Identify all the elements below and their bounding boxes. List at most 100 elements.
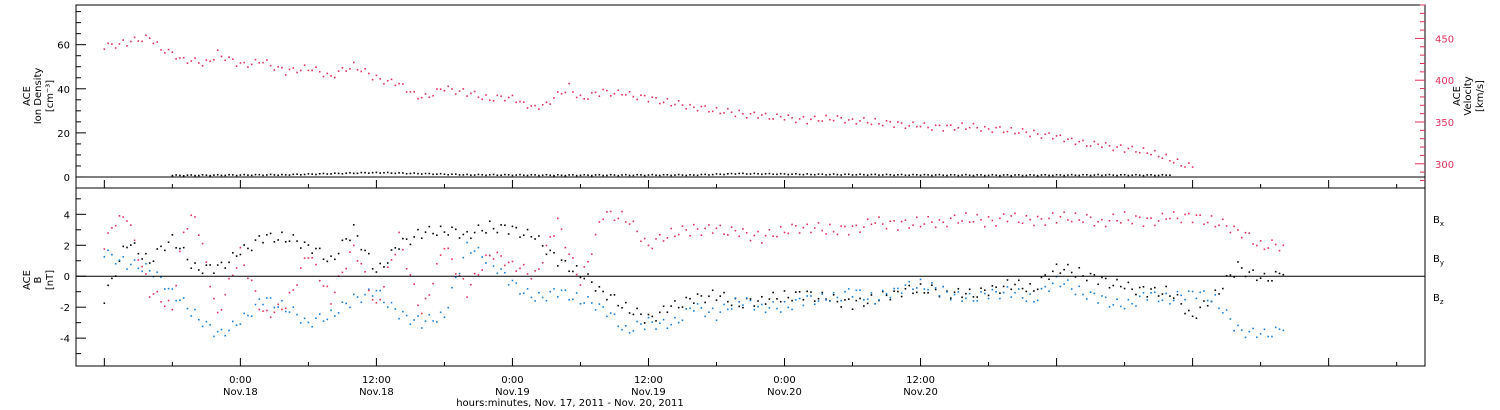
b-by-series-point xyxy=(492,265,495,267)
density-series-point xyxy=(243,173,245,176)
velocity-series-point xyxy=(632,95,635,98)
b-bx-series-point xyxy=(458,237,461,239)
density-series-point xyxy=(749,173,752,175)
b-bx-series-point xyxy=(1101,276,1103,279)
b-by-series-point xyxy=(277,306,279,308)
b-bz-series-point xyxy=(292,289,295,291)
b-by-series-point xyxy=(583,302,586,304)
b-bx-series-point xyxy=(791,299,793,302)
bottom-ytick-label: 0 xyxy=(64,272,70,283)
velocity-series-point xyxy=(182,56,185,59)
velocity-series-point xyxy=(1116,146,1118,148)
velocity-series-point xyxy=(337,70,340,72)
b-by-series-point xyxy=(1089,291,1092,293)
b-bx-series-point xyxy=(636,307,638,310)
b-bx-series-point xyxy=(674,300,676,302)
b-bz-series-point xyxy=(133,239,136,242)
velocity-series-point xyxy=(224,59,227,62)
b-bx-series-point xyxy=(281,231,283,234)
b-by-series-point xyxy=(1036,299,1039,302)
density-series-point xyxy=(1112,174,1115,176)
velocity-series-point xyxy=(590,92,593,94)
b-bz-series-point xyxy=(829,223,831,226)
b-bx-series-point xyxy=(1142,286,1145,288)
b-bz-series-point xyxy=(526,273,529,275)
b-bx-series-point xyxy=(1002,285,1005,288)
velocity-series-point xyxy=(779,115,782,118)
velocity-series-point xyxy=(613,92,616,95)
b-bz-series-point xyxy=(341,271,344,274)
b-bx-series-point xyxy=(1274,270,1277,273)
b-bz-series-point xyxy=(1021,222,1024,225)
density-series-point xyxy=(757,172,759,175)
velocity-series-point xyxy=(303,64,306,66)
b-bz-series-point xyxy=(163,305,166,308)
b-bz-series-point xyxy=(572,257,574,259)
b-bz-series-point xyxy=(1017,221,1020,224)
velocity-series-point xyxy=(129,40,132,43)
velocity-series-point xyxy=(390,78,393,81)
b-by-series-point xyxy=(179,299,181,301)
b-by-series-point xyxy=(205,320,208,323)
b-bx-series-point xyxy=(609,294,612,296)
velocity-series-point xyxy=(409,91,412,93)
b-bx-series-point xyxy=(1199,306,1201,309)
density-series-point xyxy=(443,173,446,176)
b-bz-series-point xyxy=(662,240,665,242)
b-by-series-point xyxy=(1165,292,1167,295)
b-bz-series-point xyxy=(1135,215,1137,217)
b-bx-series-point xyxy=(1127,281,1130,284)
b-bz-series-point xyxy=(976,213,979,216)
density-series-point xyxy=(761,173,763,176)
velocity-series-point xyxy=(133,36,136,39)
b-by-series-point xyxy=(1014,291,1016,294)
b-bx-series-point xyxy=(1029,283,1031,285)
velocity-series-point xyxy=(186,62,189,64)
velocity-series-point xyxy=(855,123,858,125)
b-bz-series-point xyxy=(281,308,283,311)
b-by-series-point xyxy=(1282,329,1285,332)
velocity-series-point xyxy=(983,125,986,128)
b-by-series-point xyxy=(315,317,317,320)
b-bx-series-point xyxy=(398,248,400,250)
top-y2tick-label: 300 xyxy=(1435,160,1454,171)
b-bz-series-point xyxy=(466,296,468,298)
density-series-point xyxy=(753,172,756,175)
velocity-series-point xyxy=(783,118,786,121)
density-series-point xyxy=(190,174,193,176)
b-bx-series-point xyxy=(919,283,922,285)
density-series-point xyxy=(307,172,310,175)
velocity-series-point xyxy=(700,105,703,108)
velocity-series-point xyxy=(473,90,476,93)
b-bz-series-point xyxy=(1199,214,1201,216)
b-bx-series-point xyxy=(931,284,933,286)
b-bx-series-point xyxy=(795,291,797,293)
b-by-series-point xyxy=(844,290,846,293)
velocity-series-point xyxy=(1078,140,1081,143)
b-bz-series-point xyxy=(1002,213,1005,215)
density-series-point xyxy=(923,173,926,176)
b-by-series-point xyxy=(590,302,593,304)
b-bz-series-point xyxy=(345,267,347,270)
b-by-series-point xyxy=(538,291,540,294)
b-bz-series-point xyxy=(1263,248,1266,251)
b-bx-series-point xyxy=(659,311,661,314)
b-bz-series-point xyxy=(980,218,982,221)
density-series-point xyxy=(481,173,484,176)
b-bx-series-point xyxy=(186,258,189,261)
top-y2tick-label: 350 xyxy=(1435,118,1454,129)
density-series-point xyxy=(507,174,510,176)
b-by-series-point xyxy=(745,297,748,299)
velocity-series-point xyxy=(840,116,842,119)
velocity-series-point xyxy=(587,98,589,100)
density-series-point xyxy=(659,174,661,177)
b-bz-series-point xyxy=(1010,215,1013,217)
density-series-point xyxy=(250,174,253,177)
density-series xyxy=(171,171,1171,177)
b-bz-series-point xyxy=(553,235,555,237)
b-bz-series-point xyxy=(409,274,412,276)
b-bx-series-point xyxy=(1191,315,1194,318)
b-bx-series-point xyxy=(420,237,423,240)
velocity-series-point xyxy=(787,114,790,116)
b-bz-series-point xyxy=(681,225,684,228)
